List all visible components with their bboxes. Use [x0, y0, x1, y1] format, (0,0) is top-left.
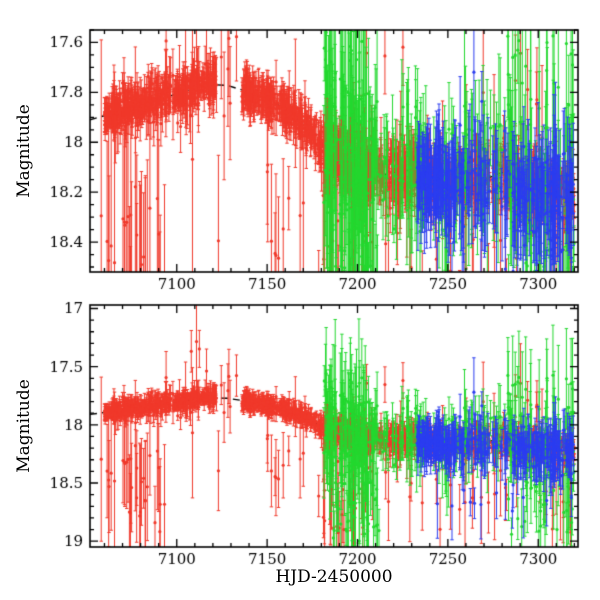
x-axis-label: HJD-2450000	[275, 567, 393, 587]
y-axis-label-top: Magnitude	[14, 104, 34, 198]
y-axis-label-bottom: Magnitude	[14, 379, 34, 473]
